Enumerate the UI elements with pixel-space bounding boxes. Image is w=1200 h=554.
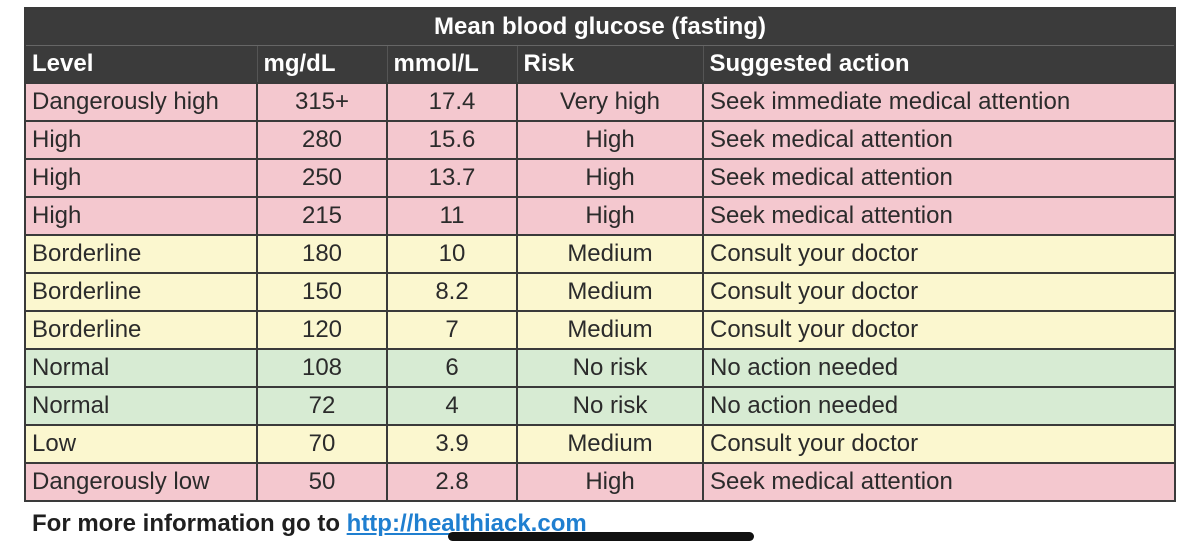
cell-mgdl: 108 [256, 348, 388, 388]
cell-mgdl: 50 [256, 462, 388, 502]
table-header-row: Level mg/dL mmol/L Risk Suggested action [24, 45, 1176, 84]
cell-level: Borderline [24, 272, 258, 312]
table-row: Normal 108 6 No risk No action needed [24, 348, 1176, 388]
cell-mmol: 17.4 [386, 82, 518, 122]
cell-action: No action needed [702, 348, 1176, 388]
glucose-table: Mean blood glucose (fasting) Level mg/dL… [24, 7, 1176, 502]
cell-level: Borderline [24, 234, 258, 274]
cell-action: Consult your doctor [702, 234, 1176, 274]
cell-action: Seek medical attention [702, 120, 1176, 160]
cell-level: Normal [24, 348, 258, 388]
cell-action: No action needed [702, 386, 1176, 426]
header-action: Suggested action [702, 45, 1176, 84]
table-row: Borderline 180 10 Medium Consult your do… [24, 234, 1176, 274]
header-mmol: mmol/L [386, 45, 518, 84]
cell-action: Seek medical attention [702, 158, 1176, 198]
cell-risk: Medium [516, 310, 704, 350]
cell-level: High [24, 196, 258, 236]
cell-mgdl: 280 [256, 120, 388, 160]
home-indicator-bar [448, 532, 754, 541]
cell-mmol: 7 [386, 310, 518, 350]
cell-risk: High [516, 462, 704, 502]
cell-risk: No risk [516, 348, 704, 388]
table-title: Mean blood glucose (fasting) [24, 7, 1176, 46]
cell-risk: High [516, 120, 704, 160]
cell-mgdl: 180 [256, 234, 388, 274]
cell-action: Consult your doctor [702, 272, 1176, 312]
cell-level: Low [24, 424, 258, 464]
cell-risk: High [516, 158, 704, 198]
table-row: Dangerously low 50 2.8 High Seek medical… [24, 462, 1176, 502]
cell-mmol: 10 [386, 234, 518, 274]
cell-mmol: 11 [386, 196, 518, 236]
cell-risk: No risk [516, 386, 704, 426]
cell-mgdl: 150 [256, 272, 388, 312]
cell-mgdl: 315+ [256, 82, 388, 122]
table-row: Low 70 3.9 Medium Consult your doctor [24, 424, 1176, 464]
footer-info: For more information go to http://health… [32, 510, 587, 538]
table-row: Normal 72 4 No risk No action needed [24, 386, 1176, 426]
table-row: Borderline 120 7 Medium Consult your doc… [24, 310, 1176, 350]
cell-level: High [24, 120, 258, 160]
cell-action: Seek immediate medical attention [702, 82, 1176, 122]
table-row: High 215 11 High Seek medical attention [24, 196, 1176, 236]
table-row: High 250 13.7 High Seek medical attentio… [24, 158, 1176, 198]
cell-action: Seek medical attention [702, 462, 1176, 502]
table-row: High 280 15.6 High Seek medical attentio… [24, 120, 1176, 160]
table-row: Dangerously high 315+ 17.4 Very high See… [24, 82, 1176, 122]
cell-risk: Very high [516, 82, 704, 122]
header-level: Level [24, 45, 258, 84]
footer-text: For more information go to [32, 510, 347, 537]
cell-risk: High [516, 196, 704, 236]
cell-mmol: 2.8 [386, 462, 518, 502]
cell-level: High [24, 158, 258, 198]
cell-level: Dangerously low [24, 462, 258, 502]
table-row: Borderline 150 8.2 Medium Consult your d… [24, 272, 1176, 312]
cell-mmol: 15.6 [386, 120, 518, 160]
cell-mmol: 8.2 [386, 272, 518, 312]
table-body: Dangerously high 315+ 17.4 Very high See… [24, 82, 1176, 502]
cell-mgdl: 215 [256, 196, 388, 236]
cell-mmol: 13.7 [386, 158, 518, 198]
cell-mmol: 6 [386, 348, 518, 388]
cell-action: Consult your doctor [702, 424, 1176, 464]
cell-level: Normal [24, 386, 258, 426]
cell-level: Dangerously high [24, 82, 258, 122]
cell-risk: Medium [516, 234, 704, 274]
cell-mgdl: 250 [256, 158, 388, 198]
cell-mmol: 4 [386, 386, 518, 426]
cell-mmol: 3.9 [386, 424, 518, 464]
cell-risk: Medium [516, 272, 704, 312]
cell-risk: Medium [516, 424, 704, 464]
header-mgdl: mg/dL [256, 45, 388, 84]
cell-mgdl: 72 [256, 386, 388, 426]
cell-mgdl: 70 [256, 424, 388, 464]
cell-mgdl: 120 [256, 310, 388, 350]
table-title-row: Mean blood glucose (fasting) [24, 7, 1176, 46]
glucose-table-container: Mean blood glucose (fasting) Level mg/dL… [24, 7, 1176, 502]
cell-level: Borderline [24, 310, 258, 350]
header-risk: Risk [516, 45, 704, 84]
cell-action: Consult your doctor [702, 310, 1176, 350]
cell-action: Seek medical attention [702, 196, 1176, 236]
